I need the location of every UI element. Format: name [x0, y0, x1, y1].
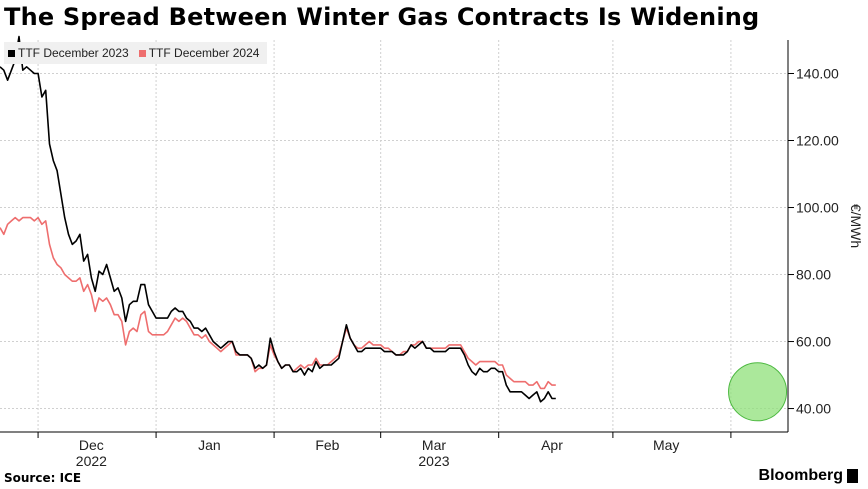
- y-tick-label: 120.00: [796, 133, 839, 149]
- y-tick-label: 80.00: [796, 267, 831, 283]
- brand: Bloomberg: [759, 467, 858, 485]
- legend-item-series-2: TTF December 2024: [138, 46, 260, 60]
- grid-lines: [0, 40, 788, 432]
- legend: TTF December 2023 TTF December 2024: [4, 42, 268, 64]
- chart-title: The Spread Between Winter Gas Contracts …: [4, 3, 760, 31]
- source-note: Source: ICE: [4, 471, 82, 485]
- y-axis-unit-label: €/MWh: [848, 204, 864, 248]
- y-tick-label: 100.00: [796, 200, 839, 216]
- x-tick-label: May: [653, 437, 679, 453]
- bloomberg-logo-icon: [847, 469, 858, 483]
- x-tick-label: Apr: [541, 437, 563, 453]
- highlight-circle: [728, 362, 788, 422]
- legend-swatch-series-1: [8, 49, 15, 57]
- series-layer: [0, 35, 556, 403]
- x-tick-label: Dec: [79, 437, 104, 453]
- x-year-label: 2023: [418, 453, 449, 469]
- legend-swatch-series-2: [138, 49, 146, 57]
- y-tick-label: 140.00: [796, 66, 839, 82]
- y-tick-label: 60.00: [796, 334, 831, 350]
- legend-label-series-2: TTF December 2024: [148, 46, 260, 60]
- x-tick-label: Mar: [422, 437, 446, 453]
- brand-name: Bloomberg: [758, 467, 843, 484]
- x-tick-label: Jan: [198, 437, 221, 453]
- legend-label-series-1: TTF December 2023: [18, 46, 129, 60]
- highlight-layer: [728, 362, 788, 422]
- axes: 40.00 60.00 80.00 100.00 120.00 140.00 Dec2022…: [0, 40, 864, 469]
- x-year-label: 2022: [76, 453, 107, 469]
- series-line-1: [0, 35, 556, 403]
- legend-item-series-1: TTF December 2023: [8, 46, 129, 60]
- y-tick-label: 40.00: [796, 401, 831, 417]
- x-tick-label: Feb: [315, 437, 339, 453]
